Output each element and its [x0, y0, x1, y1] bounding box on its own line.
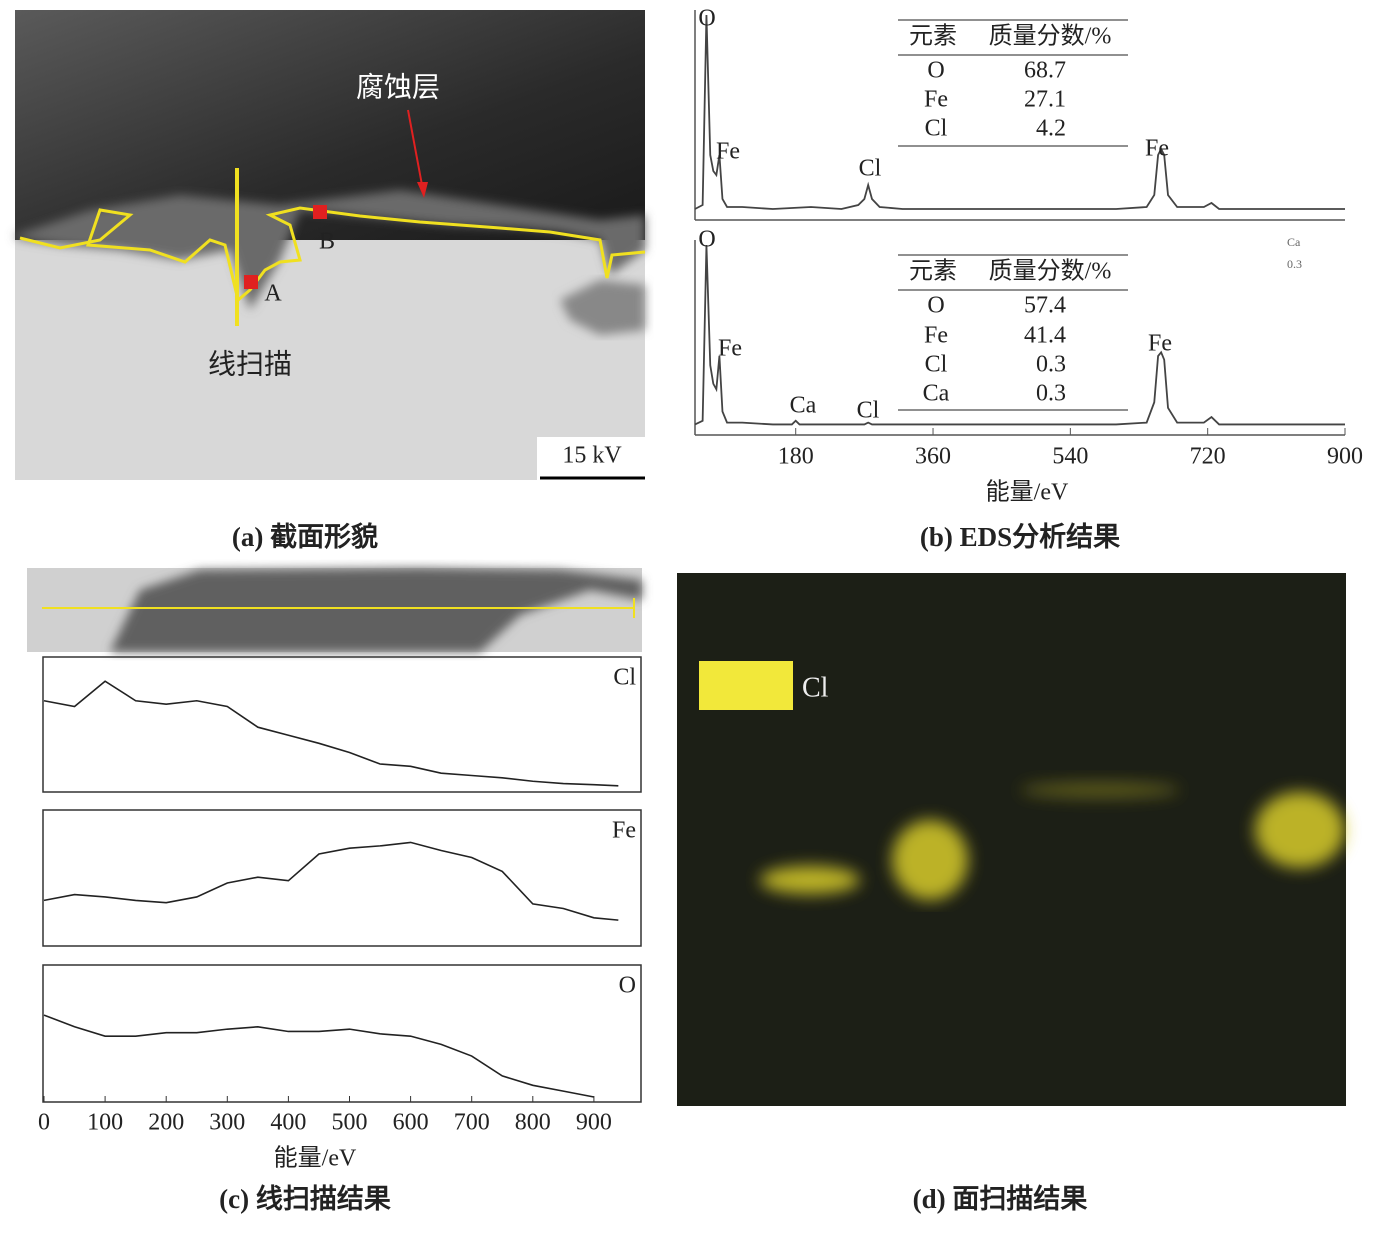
table-cell: 0.3: [1036, 381, 1066, 407]
legend-label: O: [619, 973, 636, 999]
x-tick-label: 500: [332, 1110, 368, 1136]
table-cell: O: [927, 293, 944, 319]
peak-label: Fe: [1145, 136, 1169, 162]
peak-label: Cl: [859, 156, 882, 182]
x-tick-label: 540: [1052, 444, 1088, 470]
table-cell: O: [927, 58, 944, 84]
x-tick-label: 800: [515, 1110, 551, 1136]
annotation: 线扫描: [208, 348, 292, 380]
caption: (b) EDS分析结果: [920, 522, 1120, 552]
table-cell: Fe: [924, 87, 948, 113]
annotation: 腐蚀层: [356, 71, 440, 103]
table-cell: Fe: [924, 323, 948, 349]
x-tick-label: 720: [1190, 444, 1226, 470]
data-line: [694, 244, 1345, 426]
note: Ca: [1287, 235, 1301, 249]
legend-label: Cl: [802, 672, 829, 703]
peak-label: Fe: [718, 336, 742, 362]
x-tick-label: 100: [87, 1110, 123, 1136]
table-cell: 0.3: [1036, 352, 1066, 378]
x-tick-label: 0: [38, 1110, 50, 1136]
plot-frame: [42, 964, 642, 1103]
x-axis-label: 能量/eV: [986, 479, 1069, 506]
x-axis-label: 能量/eV: [274, 1145, 357, 1172]
point-label: A: [264, 281, 282, 307]
scale-bar-label: 15 kV: [562, 443, 622, 469]
point-label: B: [319, 229, 335, 255]
table-cell: Ca: [923, 381, 950, 407]
peak-label: Cl: [857, 398, 880, 424]
caption: (a) 截面形貌: [232, 522, 378, 552]
data-line: [43, 680, 619, 787]
peak-label: O: [698, 6, 715, 32]
table-header: 元素: [909, 23, 957, 50]
caption: (d) 面扫描结果: [913, 1184, 1088, 1214]
note: 0.3: [1287, 257, 1302, 271]
table-cell: Cl: [925, 116, 948, 142]
table-header: 质量分数/%: [989, 23, 1112, 50]
element-map: [677, 573, 1346, 1106]
caption: (c) 线扫描结果: [219, 1184, 391, 1214]
table-cell: 41.4: [1024, 323, 1066, 349]
x-tick-label: 700: [454, 1110, 490, 1136]
plot-frame: [42, 809, 642, 947]
data-line: [43, 841, 619, 921]
x-tick-label: 400: [270, 1110, 306, 1136]
peak-label: Fe: [716, 139, 740, 165]
legend-label: Fe: [612, 818, 636, 844]
x-tick-label: 360: [915, 444, 951, 470]
x-tick-label: 180: [778, 444, 814, 470]
table-cell: Cl: [925, 352, 948, 378]
x-tick-label: 600: [393, 1110, 429, 1136]
x-tick-label: 900: [1327, 444, 1363, 470]
data-line: [43, 1014, 595, 1098]
table-cell: 68.7: [1024, 58, 1066, 84]
peak-label: Fe: [1148, 331, 1172, 357]
plot-frame: [42, 656, 642, 793]
peak-label: O: [698, 227, 715, 253]
table-cell: 4.2: [1036, 116, 1066, 142]
micrograph: [15, 10, 646, 480]
x-tick-label: 900: [576, 1110, 612, 1136]
table-header: 质量分数/%: [989, 258, 1112, 285]
data-line: [694, 14, 1345, 210]
table-cell: 27.1: [1024, 87, 1066, 113]
table-cell: 57.4: [1024, 293, 1066, 319]
peak-label: Ca: [790, 393, 817, 419]
legend-label: Cl: [613, 665, 636, 691]
x-tick-label: 200: [148, 1110, 184, 1136]
x-tick-label: 300: [209, 1110, 245, 1136]
scan-strip: [27, 568, 642, 652]
table-header: 元素: [909, 258, 957, 285]
